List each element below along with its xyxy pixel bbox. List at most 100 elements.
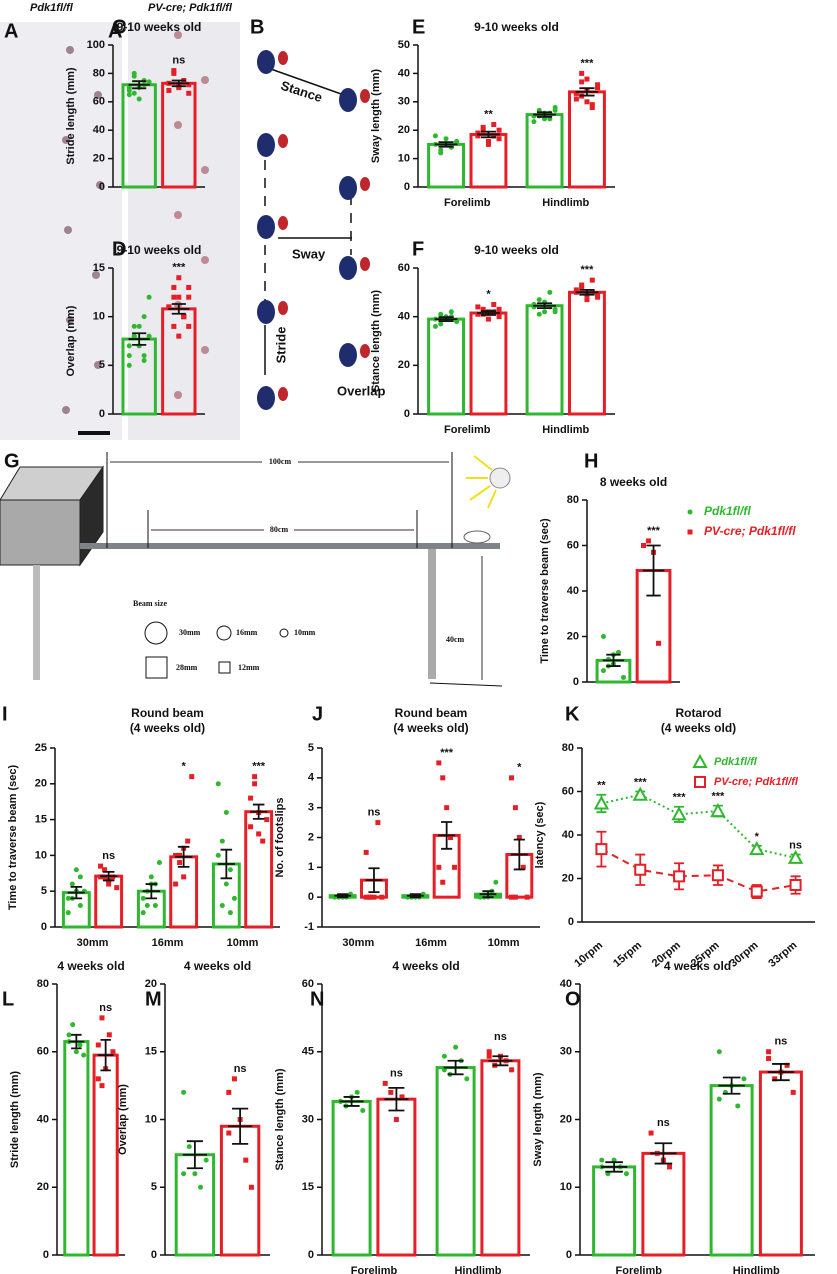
paw	[257, 386, 275, 410]
error-bar	[168, 79, 190, 88]
significance: *	[755, 831, 760, 843]
floor	[429, 682, 503, 687]
data-point	[171, 294, 177, 300]
data-point	[491, 133, 497, 139]
bar	[525, 113, 564, 189]
data-point	[95, 1076, 101, 1082]
y-tick-label: 100	[87, 39, 105, 51]
footprint	[94, 361, 102, 369]
leg	[33, 565, 40, 680]
data-point	[185, 838, 191, 844]
significance: ns	[99, 1002, 112, 1014]
data-point	[589, 102, 595, 108]
data-point	[152, 903, 158, 909]
data-point	[475, 133, 481, 139]
y-tick-label: 10	[35, 849, 47, 861]
data-point	[451, 864, 457, 870]
significance: **	[484, 108, 493, 120]
data-point	[784, 1062, 790, 1068]
paw	[278, 134, 288, 148]
data-point	[475, 311, 481, 317]
x-tick-label: 30mm	[342, 937, 374, 949]
paw	[257, 50, 275, 74]
data-point	[256, 831, 262, 837]
data-point	[102, 867, 108, 873]
legend-label: Pdk1fl/fl	[714, 756, 758, 768]
data-point	[146, 294, 152, 300]
chart-subtitle: (4 weeks old)	[661, 721, 736, 735]
data-point	[371, 894, 377, 900]
significance: ns	[368, 806, 381, 818]
y-tick-label: 40	[398, 311, 410, 323]
significance: ns	[789, 839, 802, 851]
data-point	[146, 79, 152, 85]
data-point	[186, 294, 192, 300]
y-tick-label: 2	[308, 831, 314, 843]
data-point	[436, 760, 442, 766]
y-tick-label: 4	[308, 772, 315, 784]
data-point	[379, 894, 385, 900]
data-point	[186, 284, 192, 290]
panel-letter: N	[310, 988, 324, 1010]
bar	[525, 304, 564, 416]
data-point	[215, 781, 221, 787]
beam-size: 16mm	[236, 628, 258, 637]
chart-title: 4 weeks old	[57, 959, 124, 973]
footprint	[174, 391, 182, 399]
chart-title: 4 weeks old	[184, 959, 251, 973]
y-tick-label: 45	[302, 1046, 314, 1058]
error-bar	[650, 1142, 677, 1165]
y-tick-label: 1	[308, 861, 314, 873]
beam-shape	[144, 621, 168, 645]
bar	[480, 1059, 521, 1257]
legend-label: PV-cre; Pdk1fl/fl	[714, 776, 799, 788]
data-point	[615, 649, 621, 655]
data-point	[573, 287, 579, 293]
data-point	[454, 139, 460, 145]
y-tick-label: 20	[567, 630, 579, 642]
y-tick-label: 0	[308, 891, 314, 903]
data-point	[219, 838, 225, 844]
footprint	[96, 181, 104, 189]
data-point	[367, 894, 373, 900]
data-point	[65, 895, 71, 901]
bar	[427, 142, 465, 189]
data-point	[453, 1044, 459, 1050]
data-point	[491, 122, 497, 128]
footprint	[64, 226, 72, 234]
data-point	[496, 127, 502, 133]
y-tick-label: 15	[35, 814, 47, 826]
data-point	[790, 1089, 796, 1095]
chart-title: 8 weeks old	[600, 475, 667, 489]
y-tick-label: 0	[573, 676, 579, 688]
data-point	[552, 309, 558, 315]
y-tick-label: -1	[304, 921, 314, 933]
footprint	[201, 346, 209, 354]
data-point	[480, 127, 486, 133]
data-point	[436, 864, 442, 870]
y-tick-label: 15	[145, 1046, 157, 1058]
y-tick-label: 30	[560, 1046, 572, 1058]
error-bar	[438, 821, 456, 850]
error-bar	[384, 1086, 409, 1112]
data-point	[98, 863, 104, 869]
marker	[787, 849, 804, 864]
data-point	[536, 297, 542, 303]
data-point	[70, 1022, 76, 1028]
data-point	[140, 910, 146, 916]
data-point	[181, 874, 187, 880]
footprint	[174, 31, 182, 39]
x-tick-label: Forelimb	[616, 1265, 663, 1274]
significance: ***	[647, 525, 661, 537]
y-tick-label: 60	[302, 978, 314, 990]
beam-shape	[279, 628, 289, 638]
data-point	[231, 895, 237, 901]
data-point	[486, 1049, 492, 1055]
data-point	[716, 1049, 722, 1055]
beam	[80, 543, 500, 549]
significance: ns	[172, 54, 185, 66]
data-point	[448, 309, 454, 315]
data-point	[110, 1049, 116, 1055]
significance: ns	[390, 1067, 403, 1079]
error-bar	[365, 867, 383, 893]
